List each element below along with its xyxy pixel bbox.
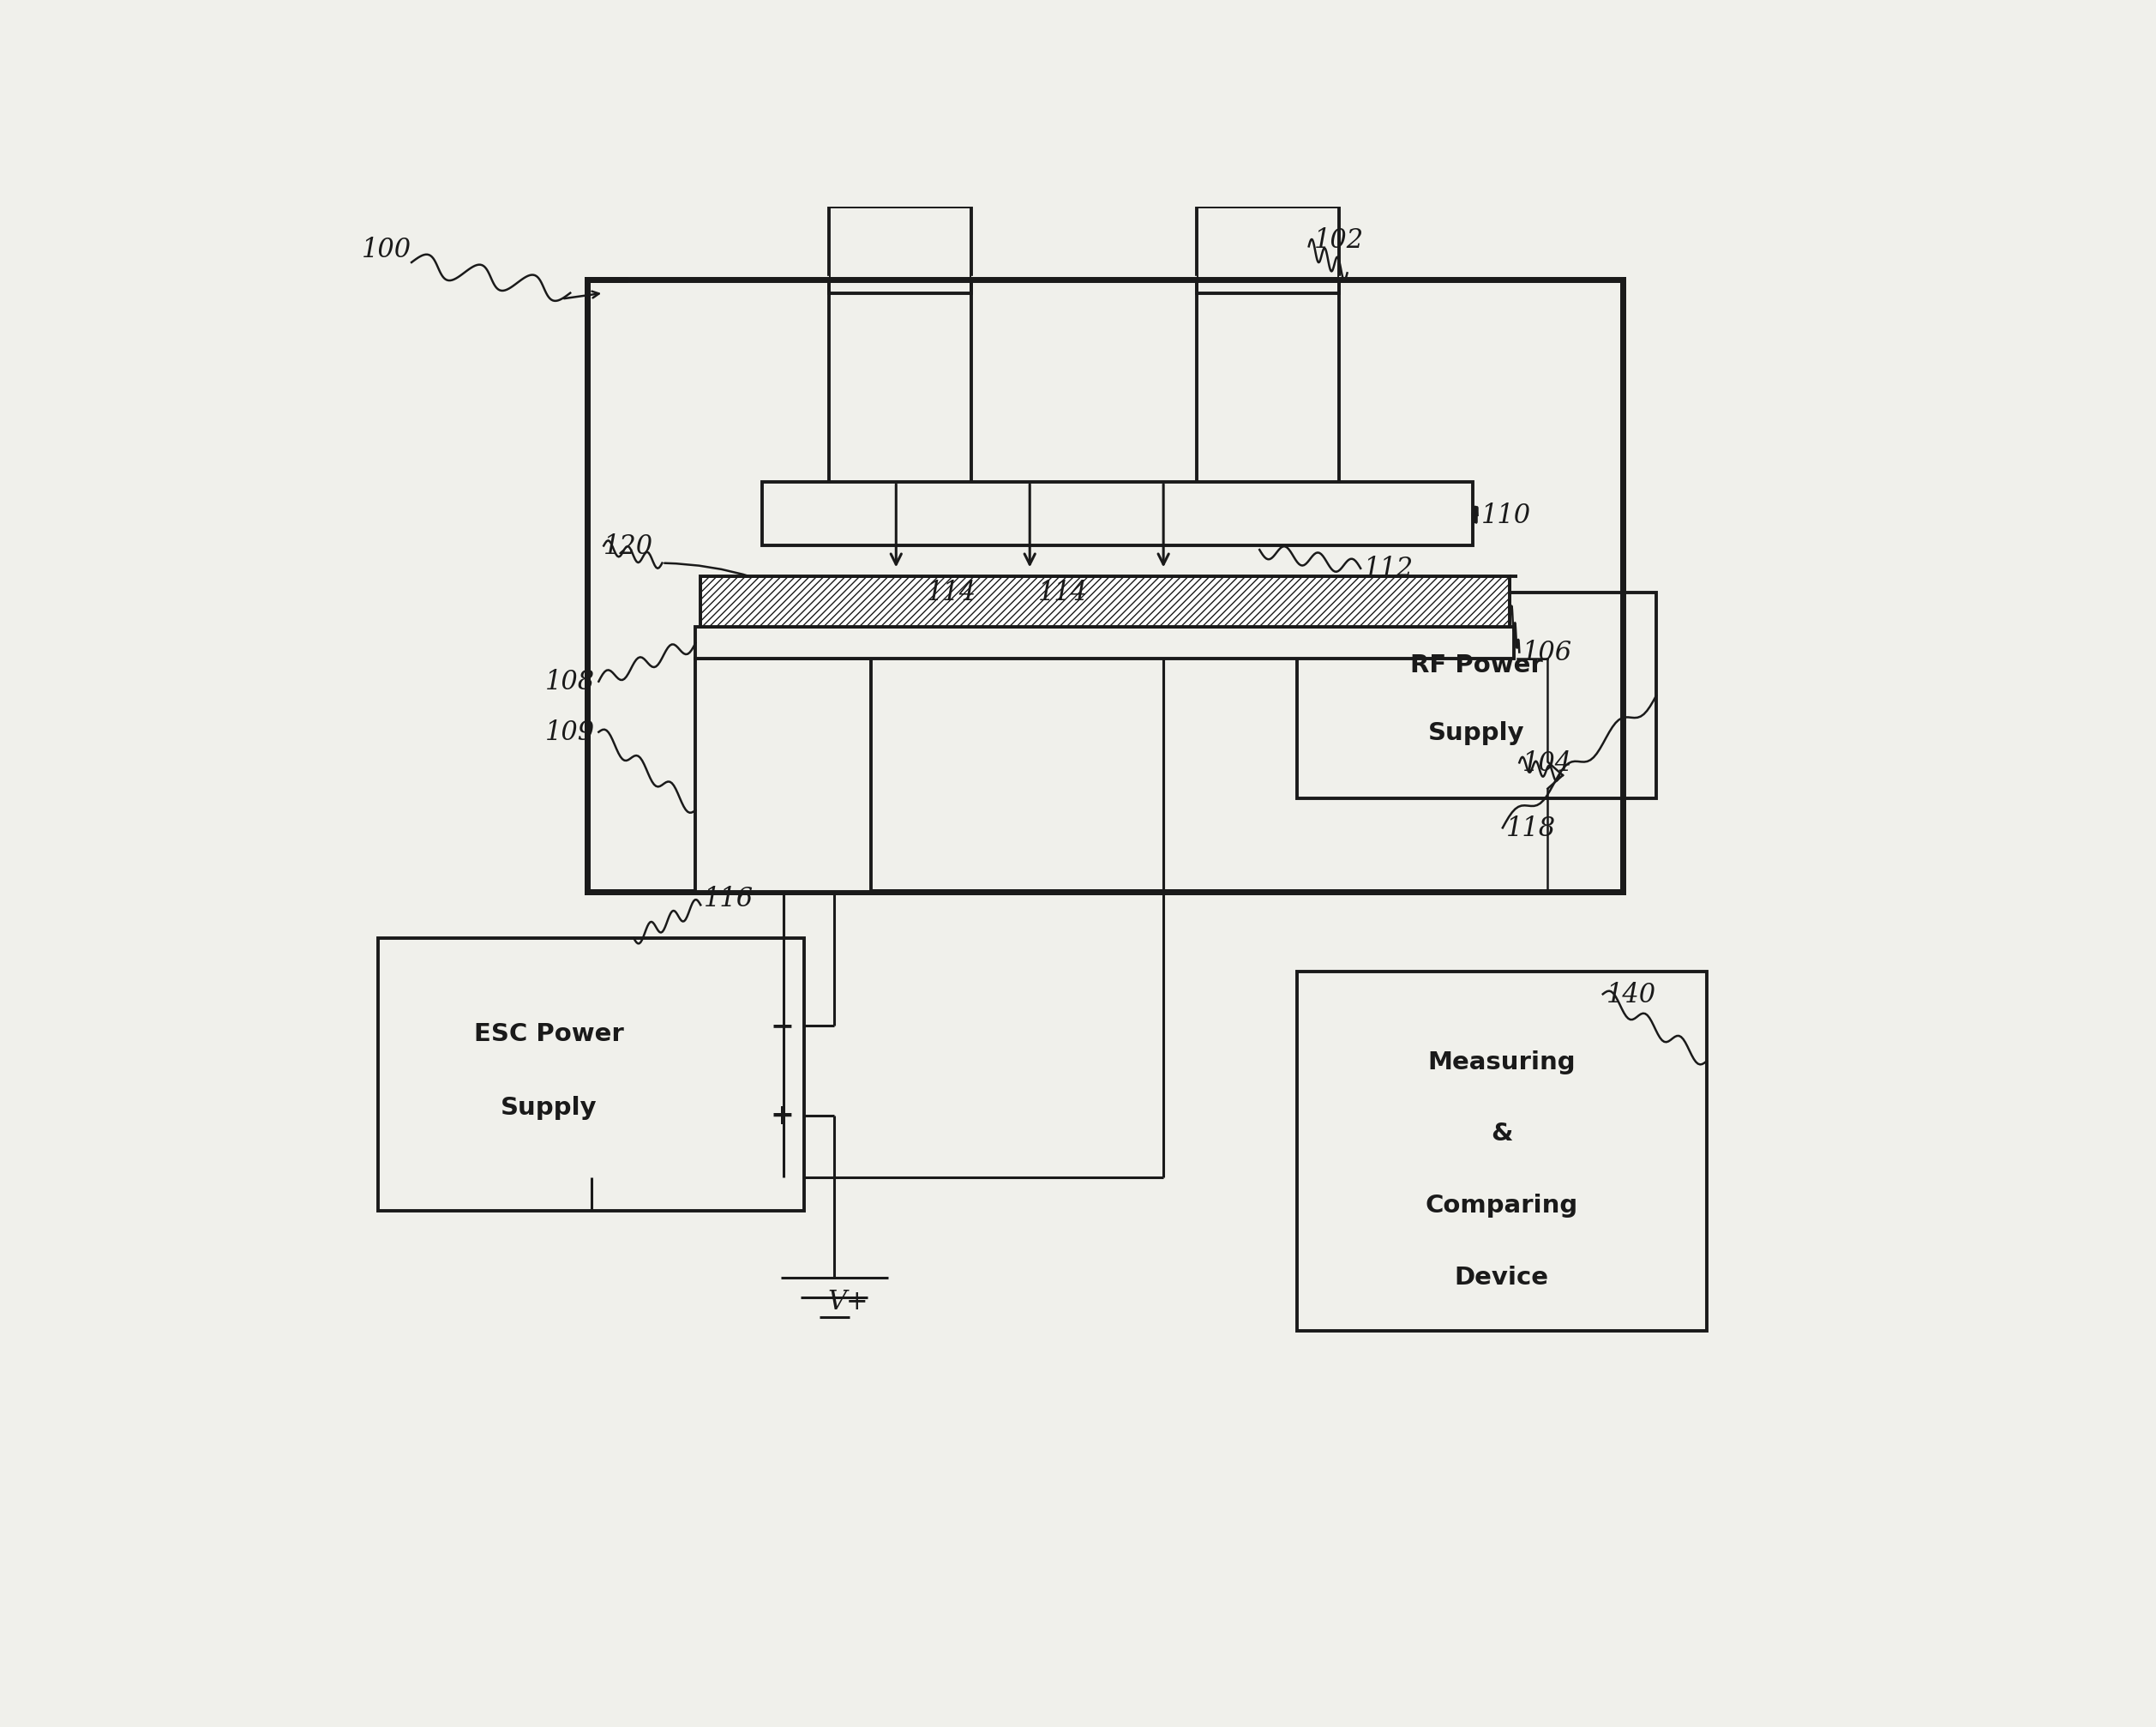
Bar [763,482,1473,546]
Bar [1298,972,1708,1332]
Text: 108: 108 [545,668,595,696]
Text: Supply: Supply [1429,722,1524,744]
Text: 118: 118 [1505,815,1557,841]
Text: V+: V+ [828,1288,869,1314]
Text: 109: 109 [545,718,595,746]
Text: ESC Power: ESC Power [474,1022,623,1047]
Bar [701,577,1509,627]
Bar [586,280,1623,893]
Bar [696,660,871,893]
Text: 110: 110 [1481,503,1531,528]
Text: 140: 140 [1606,981,1656,1009]
Bar [830,207,972,294]
Text: 104: 104 [1522,750,1572,777]
Bar [701,577,1509,627]
Text: 106: 106 [1522,639,1572,667]
Text: Measuring: Measuring [1427,1050,1576,1074]
Bar [586,280,1623,893]
Text: 120: 120 [604,534,653,560]
Bar [377,939,804,1211]
Text: Comparing: Comparing [1425,1193,1578,1218]
Text: Supply: Supply [500,1095,597,1119]
Text: &: & [1492,1121,1514,1145]
Text: 116: 116 [703,886,755,912]
Text: −: − [770,1012,793,1040]
Bar [696,627,1514,660]
Text: 100: 100 [362,237,412,263]
Text: +: + [770,1102,793,1129]
Text: 114: 114 [927,580,977,606]
Text: 114: 114 [1039,580,1089,606]
Text: 112: 112 [1365,556,1414,582]
Bar [1298,592,1656,800]
Text: RF Power: RF Power [1410,653,1544,677]
Text: Device: Device [1455,1266,1548,1288]
Bar [1197,207,1339,294]
Text: 102: 102 [1313,228,1363,254]
